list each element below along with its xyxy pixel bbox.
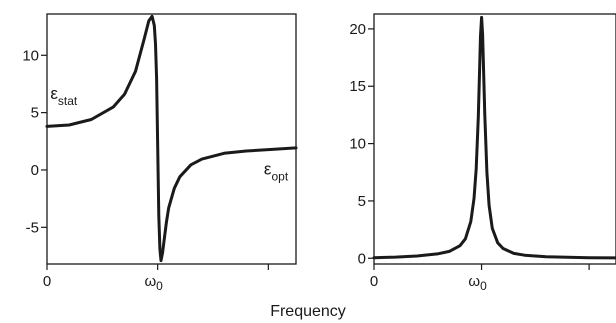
y-tick-label: 0 — [358, 250, 366, 267]
y-tick-label: 5 — [358, 193, 366, 210]
series-line — [45, 14, 298, 263]
x-tick-label-main: 0 — [370, 273, 378, 290]
plot-frame — [373, 13, 616, 265]
annotation-stat-subscript: stat — [58, 94, 78, 108]
annotation-opt-main: ε — [264, 160, 272, 179]
y-tick-label: 20 — [349, 21, 366, 38]
x-tick-label: 0 — [43, 273, 51, 290]
x-tick-label: ω0 — [144, 273, 163, 293]
x-tick-label: ω0 — [468, 273, 487, 293]
plot-frame — [46, 13, 297, 265]
y-tick-label: 0 — [31, 162, 39, 179]
y-tick-label: -5 — [26, 219, 39, 236]
y-tick-label: 15 — [349, 78, 366, 95]
annotation-stat: εstat — [50, 84, 78, 108]
x-tick-label-main: ω — [144, 273, 156, 290]
annotation-opt-subscript: opt — [272, 170, 289, 184]
x-axis-title: Frequency — [270, 303, 346, 320]
series-line — [372, 15, 616, 260]
y-tick-label: 5 — [31, 105, 39, 122]
annotation-opt: εopt — [264, 160, 289, 184]
x-tick-label-subscript: 0 — [480, 279, 487, 293]
annotation-stat-main: ε — [50, 84, 58, 103]
x-tick-label-main: 0 — [43, 273, 51, 290]
y-tick-label: 10 — [22, 47, 39, 64]
x-tick-label-main: ω — [468, 273, 480, 290]
x-tick-label-subscript: 0 — [156, 279, 163, 293]
x-tick-label: 0 — [370, 273, 378, 290]
y-tick-label: 10 — [349, 136, 366, 153]
